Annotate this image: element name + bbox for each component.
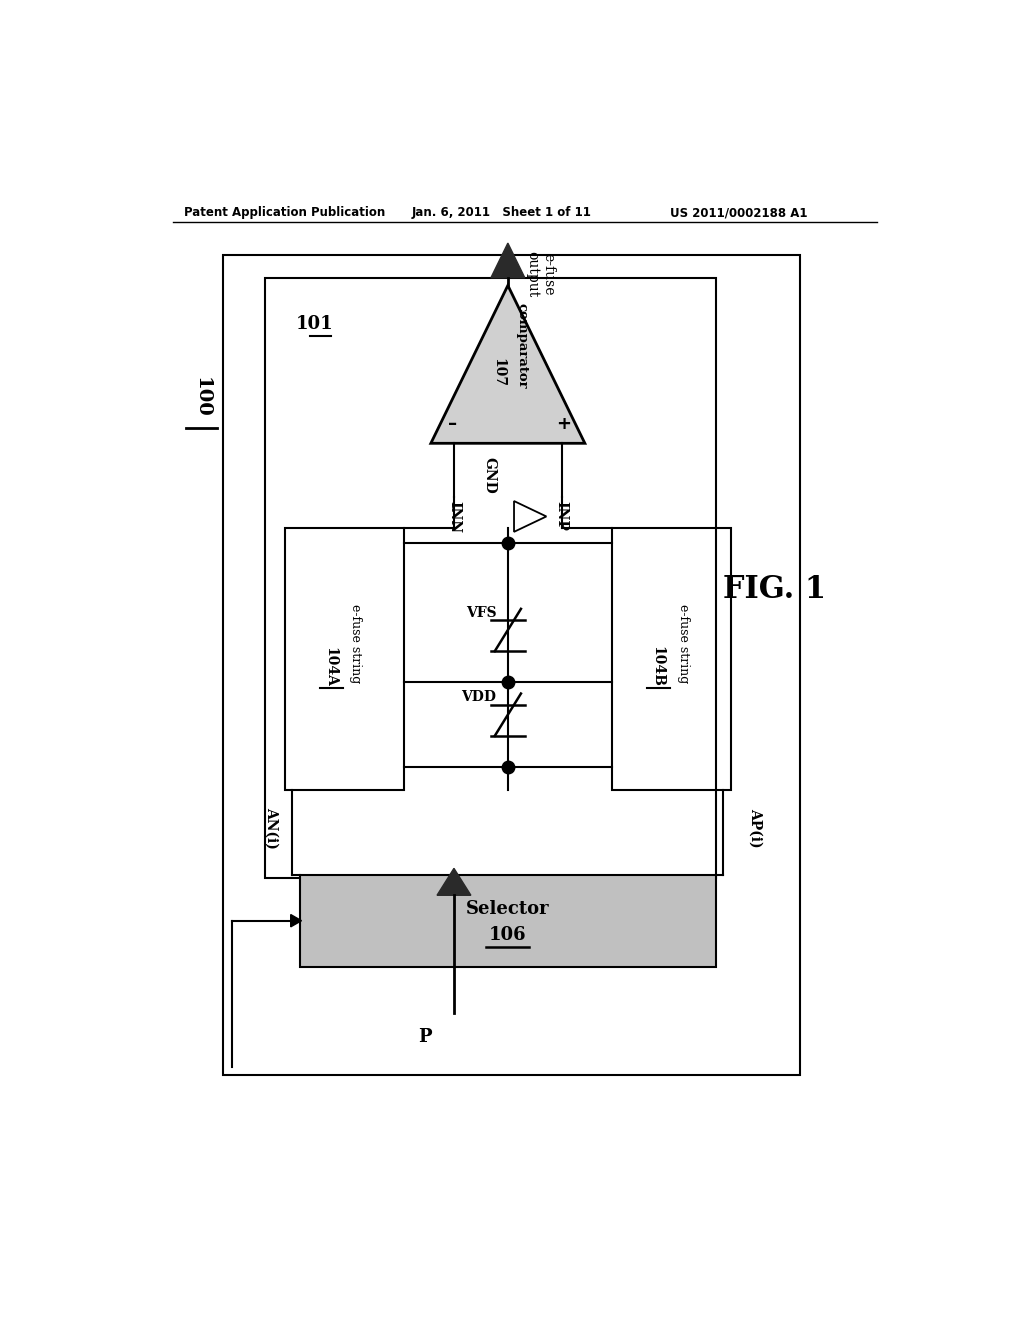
Text: VFS: VFS	[466, 606, 497, 619]
Polygon shape	[437, 869, 471, 895]
Bar	[300, 874, 716, 966]
Text: AP(i): AP(i)	[749, 808, 762, 849]
Text: 104B: 104B	[650, 647, 665, 686]
Polygon shape	[291, 915, 301, 927]
Bar	[285, 528, 403, 789]
Text: FIG. 1: FIG. 1	[724, 574, 826, 605]
Text: VDD: VDD	[461, 690, 497, 705]
Text: 101: 101	[296, 315, 334, 333]
Polygon shape	[490, 243, 524, 277]
Text: e-fuse string: e-fuse string	[677, 603, 689, 684]
Text: AN(i): AN(i)	[264, 808, 279, 849]
Text: P: P	[418, 1028, 431, 1047]
Text: comparator: comparator	[515, 302, 528, 388]
Text: US 2011/0002188 A1: US 2011/0002188 A1	[670, 206, 807, 219]
Text: Patent Application Publication: Patent Application Publication	[184, 206, 386, 219]
Text: GND: GND	[482, 457, 497, 494]
Text: INN: INN	[446, 502, 461, 533]
Text: e-fuse string: e-fuse string	[349, 603, 362, 684]
Text: 104A: 104A	[324, 647, 337, 686]
Bar	[611, 528, 731, 789]
Text: e-fuse
output: e-fuse output	[524, 251, 555, 297]
Text: Jan. 6, 2011   Sheet 1 of 11: Jan. 6, 2011 Sheet 1 of 11	[412, 206, 592, 219]
Text: +: +	[556, 414, 570, 433]
Bar	[223, 255, 801, 1074]
Text: INP: INP	[555, 502, 568, 531]
Text: Selector: Selector	[466, 900, 550, 919]
Polygon shape	[431, 285, 585, 444]
Text: 100: 100	[193, 376, 210, 417]
Text: 107: 107	[492, 358, 506, 387]
Text: –: –	[447, 414, 457, 433]
Bar	[265, 277, 716, 878]
Polygon shape	[514, 502, 547, 532]
Text: 106: 106	[489, 925, 526, 944]
